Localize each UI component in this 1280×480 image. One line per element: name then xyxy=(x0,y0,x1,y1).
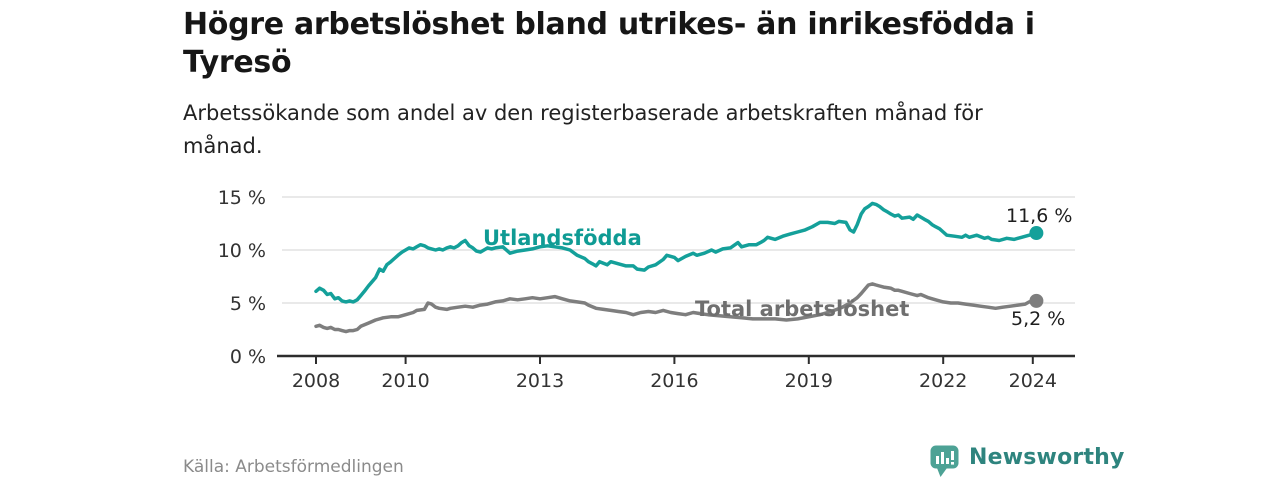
newsworthy-logo-icon xyxy=(930,445,959,477)
svg-text:2010: 2010 xyxy=(381,370,429,392)
svg-text:10 %: 10 % xyxy=(218,240,266,262)
svg-text:2022: 2022 xyxy=(919,370,967,392)
svg-text:2016: 2016 xyxy=(650,370,698,392)
subtitle-line-1: Arbetssökande som andel av den registerb… xyxy=(183,101,983,125)
newsworthy-branding: Newsworthy xyxy=(930,445,1125,478)
subtitle-line-2: månad. xyxy=(183,134,263,158)
series-label-utlandsfodda: Utlandsfödda xyxy=(483,226,642,250)
title-line-1: Högre arbetslöshet bland utrikes- än inr… xyxy=(183,7,1035,42)
source-text: Källa: Arbetsförmedlingen xyxy=(183,457,404,477)
end-value-label-total: 5,2 % xyxy=(1011,308,1066,330)
svg-text:2024: 2024 xyxy=(1009,370,1057,392)
svg-text:15 %: 15 % xyxy=(218,187,266,209)
svg-text:2008: 2008 xyxy=(292,370,340,392)
svg-text:2013: 2013 xyxy=(516,370,564,392)
svg-text:0 %: 0 % xyxy=(230,346,266,368)
newsworthy-wordmark: Newsworthy xyxy=(969,445,1125,470)
series-label-total-arbetsloshet: Total arbetslöshet xyxy=(695,297,910,321)
svg-text:5 %: 5 % xyxy=(230,293,266,315)
page-title: Högre arbetslöshet bland utrikes- än inr… xyxy=(183,6,1103,82)
chart-subtitle: Arbetssökande som andel av den registerb… xyxy=(183,97,1063,163)
end-value-label-utlandsfodda: 11,6 % xyxy=(1006,205,1073,227)
svg-text:2019: 2019 xyxy=(785,370,833,392)
title-line-2: Tyresö xyxy=(183,45,292,80)
